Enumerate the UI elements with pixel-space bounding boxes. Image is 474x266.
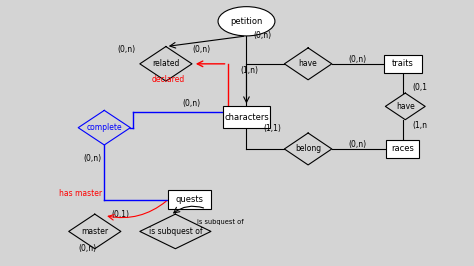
Text: quests: quests: [175, 195, 204, 204]
Text: (0,1): (0,1): [111, 210, 129, 219]
Text: traits: traits: [392, 59, 414, 68]
Text: (1,n: (1,n: [412, 120, 428, 130]
FancyBboxPatch shape: [223, 106, 270, 128]
Text: (1,n): (1,n): [240, 66, 258, 75]
Text: (0,n): (0,n): [84, 154, 102, 163]
FancyBboxPatch shape: [384, 55, 422, 73]
Text: declared: declared: [152, 75, 185, 84]
Text: (0,n): (0,n): [79, 244, 97, 253]
Text: complete: complete: [86, 123, 122, 132]
FancyBboxPatch shape: [386, 140, 419, 158]
Text: (0,n): (0,n): [192, 45, 210, 54]
Text: (0,n): (0,n): [254, 31, 272, 40]
Text: have: have: [396, 102, 415, 111]
Text: is subquest of: is subquest of: [148, 227, 202, 236]
Text: is subquest of: is subquest of: [197, 219, 243, 225]
Text: (0,n): (0,n): [182, 99, 201, 108]
Text: (0,1: (0,1: [412, 83, 428, 92]
Text: races: races: [392, 144, 414, 153]
Text: (0,n): (0,n): [348, 55, 366, 64]
Text: has master: has master: [59, 189, 102, 198]
Text: master: master: [81, 227, 109, 236]
Text: belong: belong: [295, 144, 321, 153]
Text: have: have: [299, 59, 318, 68]
Text: petition: petition: [230, 17, 263, 26]
Text: (0,n): (0,n): [348, 140, 366, 149]
Text: (0,n): (0,n): [117, 45, 135, 54]
Text: characters: characters: [224, 113, 269, 122]
Ellipse shape: [218, 7, 275, 36]
Text: related: related: [152, 59, 180, 68]
Text: (1,1): (1,1): [263, 124, 281, 133]
FancyBboxPatch shape: [168, 190, 211, 209]
